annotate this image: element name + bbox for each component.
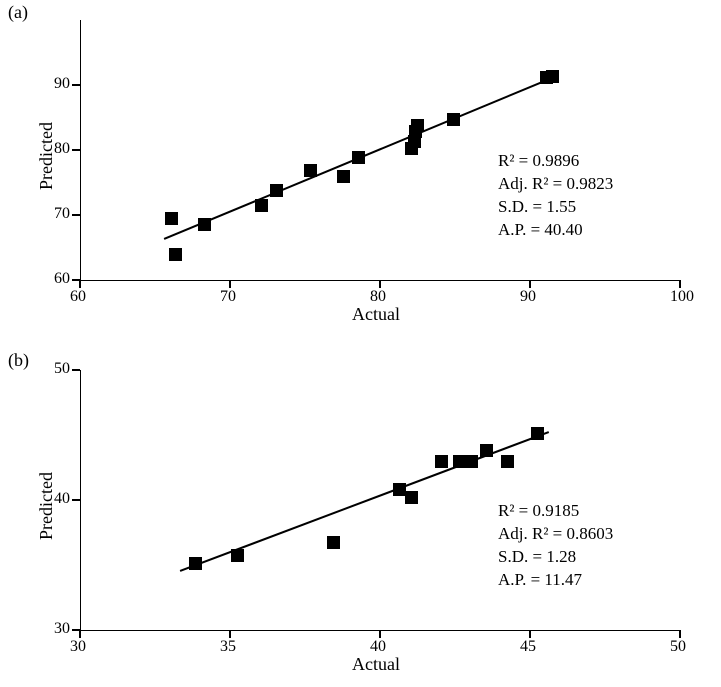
tick-x — [529, 630, 531, 638]
tick-label-x: 70 — [220, 288, 236, 306]
data-point — [501, 455, 514, 468]
tick-label-x: 90 — [520, 288, 536, 306]
data-point — [531, 427, 544, 440]
data-point — [546, 70, 559, 83]
tick-label-x: 45 — [520, 638, 536, 656]
stat-adj-r2: Adj. R² = 0.8603 — [498, 523, 613, 546]
data-point — [435, 455, 448, 468]
tick-label-y: 40 — [54, 490, 70, 508]
data-point — [189, 557, 202, 570]
tick-label-y: 80 — [54, 140, 70, 158]
tick-label-x: 35 — [220, 638, 236, 656]
tick-label-x: 80 — [370, 288, 386, 306]
stat-sd: S.D. = 1.28 — [498, 546, 613, 569]
tick-y — [72, 214, 80, 216]
stat-r2: R² = 0.9896 — [498, 150, 613, 173]
tick-x — [529, 280, 531, 288]
tick-y — [72, 279, 80, 281]
data-point — [255, 199, 268, 212]
tick-y — [72, 369, 80, 371]
tick-x — [379, 280, 381, 288]
panel-a-xlabel: Actual — [352, 304, 400, 325]
tick-x — [379, 630, 381, 638]
tick-x — [79, 280, 81, 288]
tick-label-y: 90 — [54, 75, 70, 93]
stat-adj-r2: Adj. R² = 0.9823 — [498, 173, 613, 196]
tick-y — [72, 499, 80, 501]
data-point — [270, 184, 283, 197]
data-point — [411, 119, 424, 132]
data-point — [327, 536, 340, 549]
data-point — [447, 113, 460, 126]
data-point — [465, 455, 478, 468]
data-point — [304, 164, 317, 177]
stat-r2: R² = 0.9185 — [498, 500, 613, 523]
tick-x — [79, 630, 81, 638]
tick-label-x: 50 — [670, 638, 686, 656]
data-point — [352, 151, 365, 164]
data-point — [337, 170, 350, 183]
data-point — [169, 248, 182, 261]
tick-y — [72, 629, 80, 631]
tick-y — [72, 84, 80, 86]
stat-ap: A.P. = 11.47 — [498, 569, 613, 592]
data-point — [480, 444, 493, 457]
tick-x — [229, 630, 231, 638]
stat-sd: S.D. = 1.55 — [498, 196, 613, 219]
tick-x — [679, 280, 681, 288]
tick-label-x: 100 — [670, 288, 694, 306]
tick-label-x: 30 — [70, 638, 86, 656]
panel-a-stats: R² = 0.9896 Adj. R² = 0.9823 S.D. = 1.55… — [498, 150, 613, 242]
tick-label-y: 30 — [54, 620, 70, 638]
panel-b-stats: R² = 0.9185 Adj. R² = 0.8603 S.D. = 1.28… — [498, 500, 613, 592]
panel-b-xlabel: Actual — [352, 654, 400, 675]
tick-x — [679, 630, 681, 638]
data-point — [405, 491, 418, 504]
tick-label-y: 50 — [54, 360, 70, 378]
tick-label-y: 70 — [54, 205, 70, 223]
panel-a-label: (a) — [8, 2, 28, 23]
tick-label-y: 60 — [54, 270, 70, 288]
tick-label-x: 40 — [370, 638, 386, 656]
tick-y — [72, 149, 80, 151]
tick-x — [229, 280, 231, 288]
tick-label-x: 60 — [70, 288, 86, 306]
panel-b-label: (b) — [8, 350, 29, 371]
data-point — [198, 218, 211, 231]
figure: (a) Predicted Actual R² = 0.9896 Adj. R²… — [0, 0, 721, 687]
data-point — [231, 549, 244, 562]
data-point — [165, 212, 178, 225]
stat-ap: A.P. = 40.40 — [498, 219, 613, 242]
